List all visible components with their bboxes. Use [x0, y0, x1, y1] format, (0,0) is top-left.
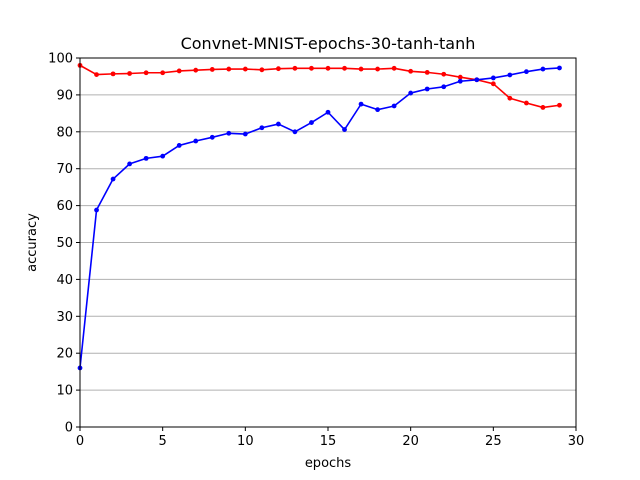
y-tick-label: 100 [48, 52, 73, 67]
data-point-series-2 [143, 155, 149, 161]
data-point-series-2 [375, 107, 380, 113]
data-point-series-1 [309, 65, 314, 71]
data-point-series-2 [127, 161, 132, 167]
y-tick-label: 20 [56, 347, 73, 362]
data-point-series-2 [160, 153, 166, 159]
x-tick-label: 30 [568, 434, 585, 449]
data-point-series-1 [557, 102, 562, 108]
data-point-series-2 [259, 125, 265, 131]
data-point-series-2 [209, 134, 215, 140]
y-tick-label: 30 [56, 310, 73, 325]
data-point-series-1 [424, 69, 430, 75]
data-point-series-2 [490, 75, 496, 81]
data-point-series-1 [127, 71, 132, 76]
data-point-series-2 [193, 138, 199, 144]
data-point-series-1 [193, 67, 199, 73]
data-point-series-2 [226, 130, 232, 136]
data-point-series-1 [110, 71, 116, 77]
data-point-series-1 [325, 65, 331, 71]
data-point-series-1 [342, 65, 347, 71]
series-layer [77, 62, 562, 371]
data-point-series-2 [325, 109, 331, 115]
data-point-series-1 [391, 65, 397, 71]
y-axis-title: accuracy [25, 213, 40, 272]
data-point-series-2 [94, 207, 99, 213]
y-tick-label: 80 [56, 125, 73, 140]
data-point-series-2 [110, 176, 116, 182]
data-point-series-2 [176, 143, 182, 148]
y-tick-label: 60 [56, 199, 73, 214]
x-axis-title: epochs [305, 456, 352, 471]
data-point-series-2 [358, 101, 364, 107]
data-point-series-1 [457, 74, 463, 80]
data-point-series-1 [242, 66, 248, 72]
y-tick-label: 50 [56, 236, 73, 251]
data-point-series-1 [143, 70, 149, 76]
y-tick-label: 90 [56, 88, 73, 103]
data-point-series-1 [226, 66, 232, 72]
data-point-series-2 [540, 66, 546, 72]
data-point-series-2 [557, 65, 562, 71]
x-tick-label: 15 [320, 434, 337, 449]
data-point-series-2 [524, 69, 529, 75]
data-point-series-2 [276, 121, 281, 127]
data-point-series-1 [507, 95, 513, 101]
data-point-series-1 [524, 100, 529, 106]
data-point-series-2 [242, 131, 248, 137]
data-point-series-2 [292, 129, 298, 135]
axis-ticks: 0 10 20 30 40 50 60 70 80 90 100 0 5 10 15 20 25 30 [48, 52, 584, 450]
data-point-series-1 [441, 71, 447, 77]
chart-title: Convnet-MNIST-epochs-30-tanh-tanh [181, 34, 476, 53]
data-point-series-1 [94, 72, 99, 78]
data-point-series-1 [540, 105, 546, 110]
data-point-series-1 [160, 70, 166, 76]
data-point-series-1 [490, 81, 496, 87]
data-point-series-1 [176, 68, 182, 74]
data-point-series-2 [424, 86, 430, 92]
data-point-series-2 [474, 77, 480, 83]
x-tick-label: 0 [76, 434, 84, 449]
y-tick-label: 10 [56, 384, 73, 399]
y-tick-label: 0 [65, 421, 73, 436]
data-point-series-1 [358, 66, 364, 72]
grid [80, 94, 576, 391]
x-tick-label: 10 [237, 434, 254, 449]
y-tick-label: 70 [56, 162, 73, 177]
data-point-series-2 [457, 78, 463, 84]
data-point-series-1 [292, 65, 298, 71]
data-point-series-1 [408, 68, 414, 74]
data-point-series-1 [276, 66, 281, 72]
data-point-series-1 [259, 67, 265, 73]
data-point-series-2 [342, 127, 347, 132]
data-point-series-2 [507, 72, 513, 78]
x-tick-label: 20 [402, 434, 419, 449]
data-point-series-2 [441, 84, 447, 90]
series-line-1 [79, 64, 560, 109]
y-tick-label: 40 [56, 273, 73, 288]
data-point-series-2 [309, 120, 314, 125]
series-line-2 [79, 67, 560, 369]
x-tick-label: 25 [485, 434, 502, 449]
x-tick-label: 5 [159, 434, 167, 449]
data-point-series-2 [391, 103, 397, 109]
data-point-series-1 [375, 66, 380, 72]
data-point-series-2 [408, 90, 414, 96]
data-point-series-1 [209, 67, 215, 72]
